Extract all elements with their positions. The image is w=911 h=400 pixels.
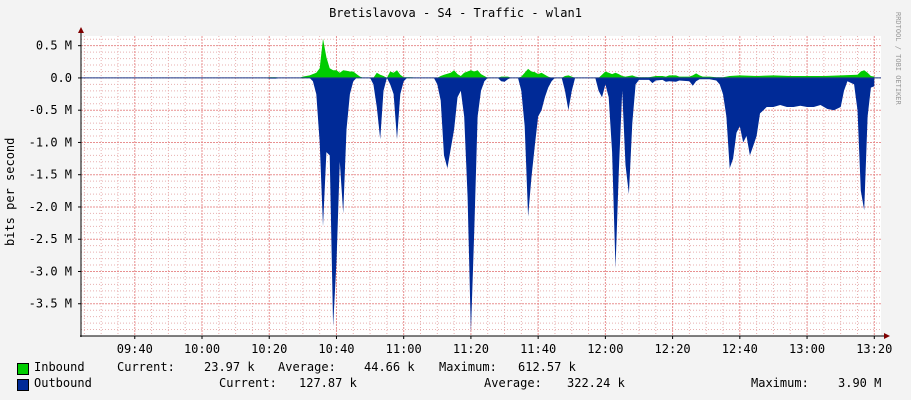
- inbound-swatch: [17, 363, 29, 375]
- outbound-maximum-value: 3.90 M: [838, 376, 882, 390]
- area-layer: [265, 38, 875, 333]
- x-tick-label-2: 10:20: [251, 342, 287, 356]
- inbound-average-label: Average:: [278, 360, 336, 374]
- y-tick-label-2: -0.5 M: [29, 103, 72, 117]
- y-axis-label: bits per second: [3, 137, 17, 246]
- x-tick-label-0: 09:40: [117, 342, 153, 356]
- outbound-current-value: 127.87 k: [299, 376, 357, 390]
- x-tick-label-11: 13:20: [856, 342, 892, 356]
- axis-layer: 09:40 10:00 10:20 10:40 11:00 11:20 11:40 12:00…: [29, 27, 892, 356]
- outbound-current-label: Current:: [219, 376, 277, 390]
- inbound-maximum-label: Maximum:: [439, 360, 497, 374]
- outbound-average-value: 322.24 k: [567, 376, 625, 390]
- outbound-legend-label: Outbound: [34, 376, 92, 390]
- x-tick-label-6: 11:40: [520, 342, 556, 356]
- x-tick-label-4: 11:00: [386, 342, 422, 356]
- inbound-legend-label: Inbound: [34, 360, 85, 374]
- series-area-inbound: [265, 38, 875, 78]
- y-tick-label-7: -3.0 M: [29, 264, 72, 278]
- x-tick-label-5: 11:20: [453, 342, 489, 356]
- outbound-average-label: Average:: [484, 376, 542, 390]
- x-tick-label-9: 12:40: [722, 342, 758, 356]
- chart-title: Bretislavova - S4 - Traffic - wlan1: [329, 6, 582, 20]
- x-tick-label-7: 12:00: [587, 342, 623, 356]
- y-tick-label-5: -2.0 M: [29, 200, 72, 214]
- outbound-maximum-label: Maximum:: [751, 376, 809, 390]
- inbound-maximum-value: 612.57 k: [518, 360, 576, 374]
- y-tick-label-1: 0.0: [50, 71, 72, 85]
- y-tick-label-0: 0.5 M: [36, 39, 72, 53]
- y-tick-label-8: -3.5 M: [29, 297, 72, 311]
- x-tick-label-1: 10:00: [184, 342, 220, 356]
- x-tick-label-8: 12:20: [655, 342, 691, 356]
- outbound-swatch: [17, 379, 29, 391]
- y-tick-label-6: -2.5 M: [29, 232, 72, 246]
- y-axis-arrow: [78, 27, 84, 33]
- inbound-current-value: 23.97 k: [204, 360, 255, 374]
- x-tick-label-10: 13:00: [789, 342, 825, 356]
- x-tick-label-3: 10:40: [318, 342, 354, 356]
- y-tick-label-3: -1.0 M: [29, 135, 72, 149]
- x-axis-arrow: [884, 333, 890, 339]
- series-area-outbound: [265, 77, 875, 333]
- inbound-current-label: Current:: [117, 360, 175, 374]
- rrdtool-watermark: RRDTOOL / TOBI OETIKER: [894, 12, 902, 105]
- inbound-average-value: 44.66 k: [364, 360, 415, 374]
- y-tick-label-4: -1.5 M: [29, 168, 72, 182]
